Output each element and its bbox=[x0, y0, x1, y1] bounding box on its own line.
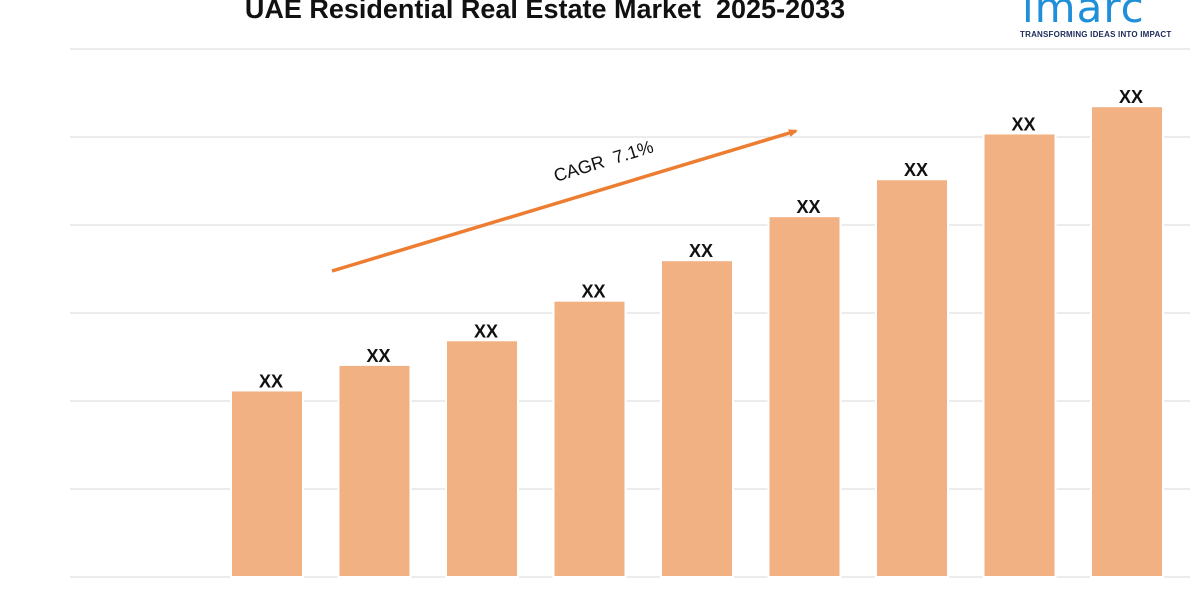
data-label: XX bbox=[581, 282, 605, 302]
bar bbox=[982, 132, 1057, 578]
bar bbox=[230, 389, 304, 578]
bar bbox=[660, 259, 734, 578]
data-label: XX bbox=[796, 197, 820, 217]
data-labels: XX XX XX XX XX XX XX XX XX bbox=[259, 87, 1143, 391]
cagr-arrow bbox=[331, 129, 798, 273]
imarc-logo: imarc TRANSFORMING IDEAS INTO IMPACT bbox=[1010, 0, 1190, 42]
data-label: XX bbox=[474, 321, 498, 341]
bar bbox=[337, 363, 412, 579]
logo-wordmark: imarc bbox=[1022, 0, 1145, 32]
chart-title: UAE Residential Real Estate Market 2025-… bbox=[244, 0, 846, 24]
bar bbox=[875, 178, 949, 579]
data-label: XX bbox=[366, 346, 390, 366]
bar bbox=[445, 339, 519, 578]
bar bbox=[552, 299, 627, 578]
data-label: XX bbox=[1011, 114, 1035, 134]
data-label: XX bbox=[259, 371, 283, 391]
data-label: XX bbox=[1119, 87, 1143, 107]
data-label: XX bbox=[904, 160, 928, 180]
bar bbox=[767, 215, 842, 578]
logo-tagline: TRANSFORMING IDEAS INTO IMPACT bbox=[1020, 30, 1172, 39]
data-label: XX bbox=[689, 241, 713, 261]
bars bbox=[230, 105, 1164, 579]
bar bbox=[1090, 105, 1164, 578]
